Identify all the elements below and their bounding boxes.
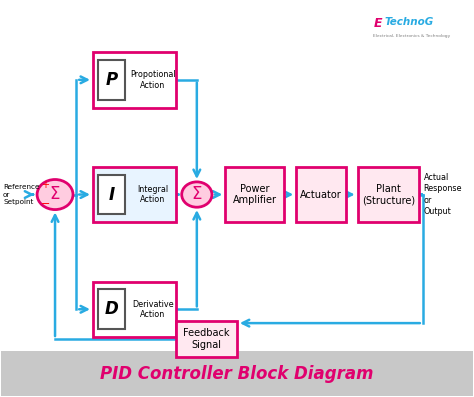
FancyBboxPatch shape (0, 351, 474, 396)
Text: TechnoG: TechnoG (384, 17, 434, 27)
FancyBboxPatch shape (93, 167, 175, 222)
Text: Derivative
Action: Derivative Action (132, 300, 173, 319)
Text: Actual
Response
or
Output: Actual Response or Output (424, 173, 462, 216)
FancyBboxPatch shape (98, 60, 125, 100)
Text: D: D (105, 300, 118, 318)
FancyBboxPatch shape (296, 167, 346, 222)
Circle shape (37, 179, 73, 210)
Text: Electrical, Electronics & Technology: Electrical, Electronics & Technology (373, 34, 450, 39)
FancyBboxPatch shape (225, 167, 284, 222)
Text: Integral
Action: Integral Action (137, 185, 168, 204)
FancyBboxPatch shape (175, 321, 237, 357)
Text: Reference
or
Setpoint: Reference or Setpoint (3, 184, 39, 205)
Text: I: I (109, 185, 115, 204)
Text: Feedback
Signal: Feedback Signal (183, 328, 229, 350)
Text: Actuator: Actuator (300, 189, 342, 200)
Text: +: + (41, 180, 49, 190)
FancyBboxPatch shape (357, 167, 419, 222)
Circle shape (182, 182, 212, 207)
FancyBboxPatch shape (93, 281, 175, 337)
Text: −: − (40, 199, 50, 209)
Text: $\Sigma$: $\Sigma$ (191, 185, 202, 203)
Text: Power
Amplifier: Power Amplifier (233, 184, 277, 205)
FancyBboxPatch shape (93, 52, 175, 108)
Text: Propotional
Action: Propotional Action (130, 70, 175, 89)
FancyBboxPatch shape (98, 289, 125, 329)
Text: P: P (105, 71, 118, 89)
FancyBboxPatch shape (98, 175, 125, 214)
Text: Plant
(Structure): Plant (Structure) (362, 184, 415, 205)
Text: PID Controller Block Diagram: PID Controller Block Diagram (100, 365, 374, 383)
Text: $\Sigma$: $\Sigma$ (49, 185, 61, 203)
Text: E: E (374, 17, 383, 29)
